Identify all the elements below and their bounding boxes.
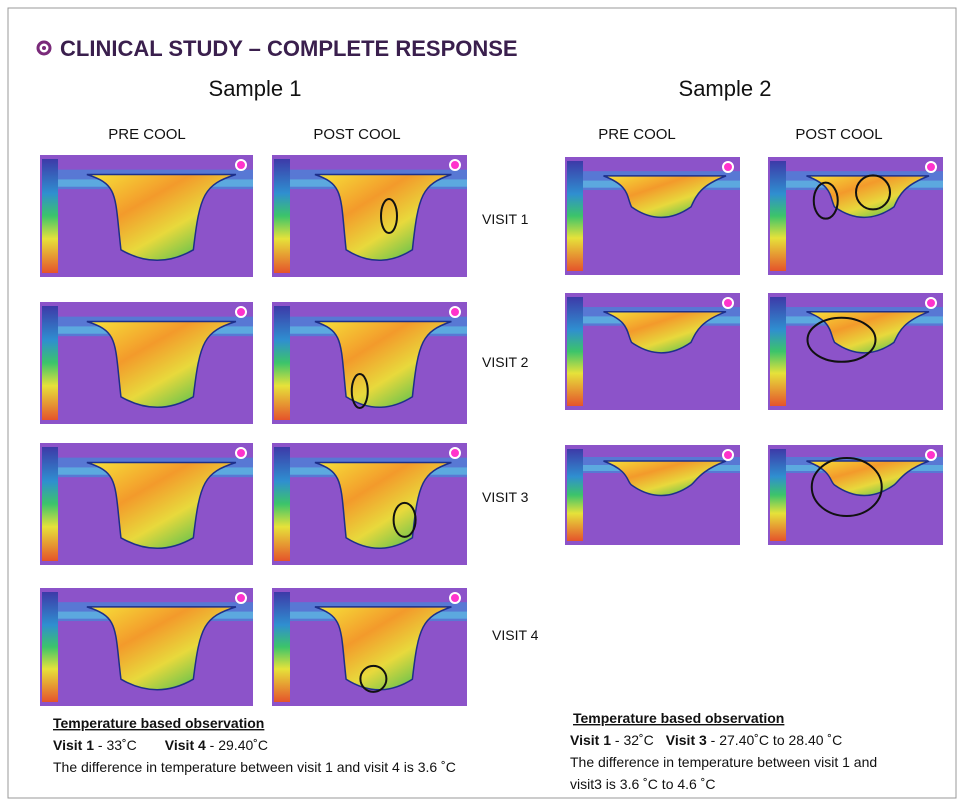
- heat-region: [603, 460, 727, 497]
- heat-region: [806, 460, 930, 497]
- marker: [235, 592, 247, 604]
- thermal-image: [768, 157, 943, 275]
- obs-label: Visit 1: [53, 737, 94, 753]
- obs-label: Visit 4: [165, 737, 206, 753]
- observation-line: The difference in temperature between vi…: [53, 759, 456, 775]
- color-scale: [567, 449, 583, 541]
- frame: [7, 7, 957, 799]
- visit-label: VISIT 4: [492, 627, 539, 643]
- title: CLINICAL STUDY – COMPLETE RESPONSE: [60, 36, 518, 61]
- color-scale: [274, 159, 290, 273]
- marker: [722, 297, 734, 309]
- sample-title: Sample 1: [209, 76, 302, 101]
- highlight-ring: [380, 198, 398, 234]
- highlight-ring: [855, 174, 891, 211]
- thermal-image: [40, 155, 253, 277]
- thermal-image: [40, 302, 253, 424]
- obs-value: - 27.40˚C to 28.40 ˚C: [707, 732, 842, 748]
- color-scale: [770, 449, 786, 541]
- observation-heading: Temperature based observation: [573, 710, 784, 726]
- heat-region: [86, 173, 237, 261]
- heat-region: [314, 173, 452, 261]
- color-scale: [42, 447, 58, 561]
- color-scale: [274, 447, 290, 561]
- heat-region: [314, 606, 452, 691]
- column-header: PRE COOL: [598, 126, 676, 143]
- marker: [235, 159, 247, 171]
- heat-region: [86, 606, 237, 691]
- highlight-ring: [810, 457, 883, 517]
- obs-value: - 32˚C: [611, 732, 654, 748]
- marker: [722, 449, 734, 461]
- marker: [449, 447, 461, 459]
- color-scale: [274, 592, 290, 702]
- thermal-image: [272, 155, 467, 277]
- color-scale: [770, 297, 786, 406]
- sample-title: Sample 2: [679, 76, 772, 101]
- marker: [235, 447, 247, 459]
- heat-region: [314, 320, 452, 408]
- marker: [449, 306, 461, 318]
- heat-region: [86, 461, 237, 549]
- marker: [925, 297, 937, 309]
- observation-line: Visit 1 - 32˚C Visit 3 - 27.40˚C to 28.40…: [570, 732, 842, 748]
- visit-label: VISIT 3: [482, 489, 529, 505]
- observation-line: Visit 1 - 33˚C Visit 4 - 29.40˚C: [53, 737, 268, 753]
- thermal-image: [565, 293, 740, 410]
- heat-region: [603, 310, 727, 354]
- marker: [449, 159, 461, 171]
- marker: [235, 306, 247, 318]
- column-header: PRE COOL: [108, 126, 186, 143]
- thermal-image: [565, 445, 740, 545]
- thermal-image: [768, 445, 943, 545]
- bullet-dot: [42, 46, 46, 50]
- obs-value: - 29.40˚C: [206, 737, 268, 753]
- highlight-ring: [806, 316, 877, 363]
- color-scale: [42, 592, 58, 702]
- marker: [722, 161, 734, 173]
- heat-region: [603, 175, 727, 219]
- thermal-image: [272, 443, 467, 565]
- marker: [925, 449, 937, 461]
- color-scale: [567, 161, 583, 271]
- color-scale: [42, 306, 58, 420]
- bullet: [36, 40, 52, 56]
- thermal-image: [768, 293, 943, 410]
- thermal-image: [565, 157, 740, 275]
- color-scale: [567, 297, 583, 406]
- obs-label: Visit 1: [570, 732, 611, 748]
- highlight-ring: [812, 181, 839, 220]
- obs-value: - 33˚C: [94, 737, 137, 753]
- column-header: POST COOL: [313, 126, 400, 143]
- highlight-ring: [359, 664, 388, 693]
- highlight-ring: [350, 373, 369, 410]
- visit-label: VISIT 1: [482, 211, 529, 227]
- observation-line: visit3 is 3.6 ˚C to 4.6 ˚C: [570, 776, 716, 792]
- observation-heading: Temperature based observation: [53, 715, 264, 731]
- heat-region: [314, 461, 452, 549]
- color-scale: [274, 306, 290, 420]
- thermal-images: [40, 155, 943, 706]
- thermal-image: [40, 443, 253, 565]
- thermal-image: [40, 588, 253, 706]
- marker: [925, 161, 937, 173]
- thermal-image: [272, 588, 467, 706]
- color-scale: [770, 161, 786, 271]
- thermal-image: [272, 302, 467, 424]
- highlight-ring: [392, 501, 417, 538]
- column-header: POST COOL: [795, 126, 882, 143]
- heat-region: [86, 320, 237, 408]
- obs-label: Visit 3: [666, 732, 707, 748]
- observation-line: The difference in temperature between vi…: [570, 754, 877, 770]
- color-scale: [42, 159, 58, 273]
- visit-label: VISIT 2: [482, 354, 529, 370]
- marker: [449, 592, 461, 604]
